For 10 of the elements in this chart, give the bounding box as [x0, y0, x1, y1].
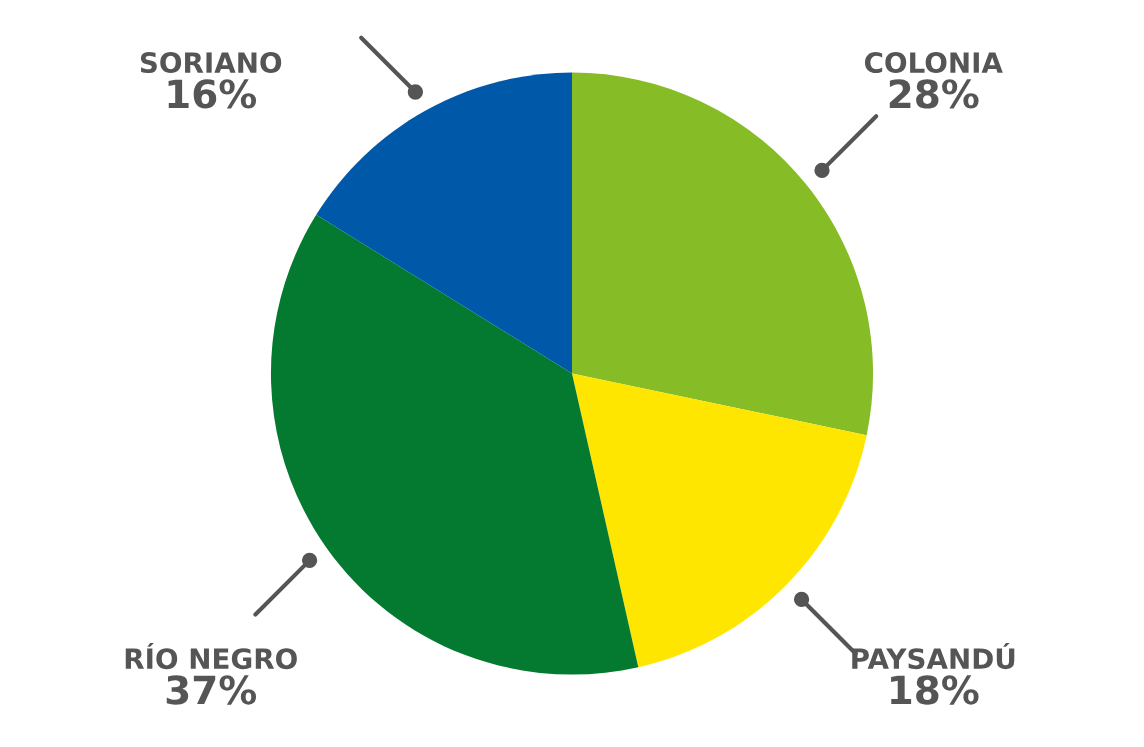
slice-label: SORIANO: [140, 52, 282, 74]
slice-label: PAYSANDÚ: [852, 643, 1015, 670]
data-label: 37%: [166, 675, 257, 705]
slice-label: COLONIA: [864, 52, 1003, 74]
pie-slice: [316, 72, 572, 374]
data-label: 28%: [889, 79, 979, 109]
slice-label: RÍO NEGRO: [125, 643, 297, 670]
data-label: 16%: [168, 79, 257, 109]
pie-slice: [572, 72, 874, 436]
data-label: 18%: [891, 675, 979, 705]
